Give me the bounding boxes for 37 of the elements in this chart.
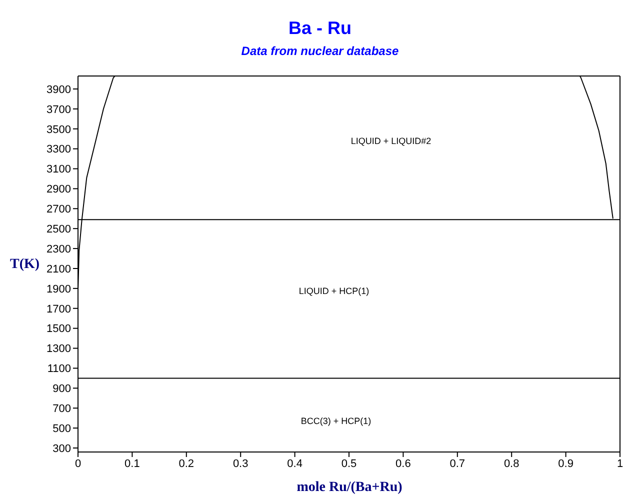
x-axis-title: mole Ru/(Ba+Ru) — [296, 480, 404, 496]
y-tick-label: 2900 — [46, 184, 71, 196]
x-tick-label: 0.4 — [287, 458, 302, 470]
y-tick-label: 2100 — [46, 263, 71, 276]
x-tick-label: 0.6 — [396, 458, 411, 470]
chart-title: Ba - Ru — [288, 18, 352, 39]
x-tick-label: 1 — [616, 458, 624, 470]
x-tick-label: 0 — [74, 458, 82, 470]
chart-subtitle: Data from nuclear database — [240, 44, 400, 58]
y-tick-label: 500 — [52, 422, 71, 435]
y-tick-label: 1100 — [47, 363, 71, 376]
y-tick-label: 3500 — [46, 124, 71, 136]
y-tick-label: 700 — [52, 403, 71, 416]
y-tick-label: 2300 — [46, 243, 71, 256]
y-tick-label: 1900 — [46, 283, 71, 296]
x-tick-label: 0.5 — [341, 458, 357, 470]
y-tick-label: 2500 — [46, 224, 71, 236]
y-tick-label: 2700 — [46, 204, 71, 216]
annotation: BCC(3) + HCP(1) — [300, 416, 372, 426]
y-tick-label: 3900 — [46, 84, 71, 96]
y-axis-title: T(K) — [10, 257, 40, 273]
x-tick-label: 0.2 — [178, 458, 194, 470]
x-tick-label: 0.3 — [232, 458, 248, 470]
y-tick-label: 3300 — [46, 144, 71, 156]
x-tick-label: 0.9 — [558, 458, 574, 470]
y-tick-label: 3700 — [46, 104, 71, 116]
annotation: LIQUID + LIQUID#2 — [350, 136, 432, 146]
y-tick-label: 300 — [52, 442, 71, 455]
y-tick-label: 1700 — [46, 303, 71, 316]
x-tick-label: 0.7 — [450, 458, 466, 470]
y-tick-label: 1500 — [46, 323, 71, 336]
x-tick-label: 0.1 — [124, 458, 140, 470]
annotation: LIQUID + HCP(1) — [298, 286, 370, 296]
y-tick-label: 3100 — [46, 164, 71, 176]
y-tick-label: 1300 — [46, 343, 71, 356]
x-tick-label: 0.8 — [504, 458, 520, 470]
y-tick-label: 900 — [52, 383, 71, 396]
